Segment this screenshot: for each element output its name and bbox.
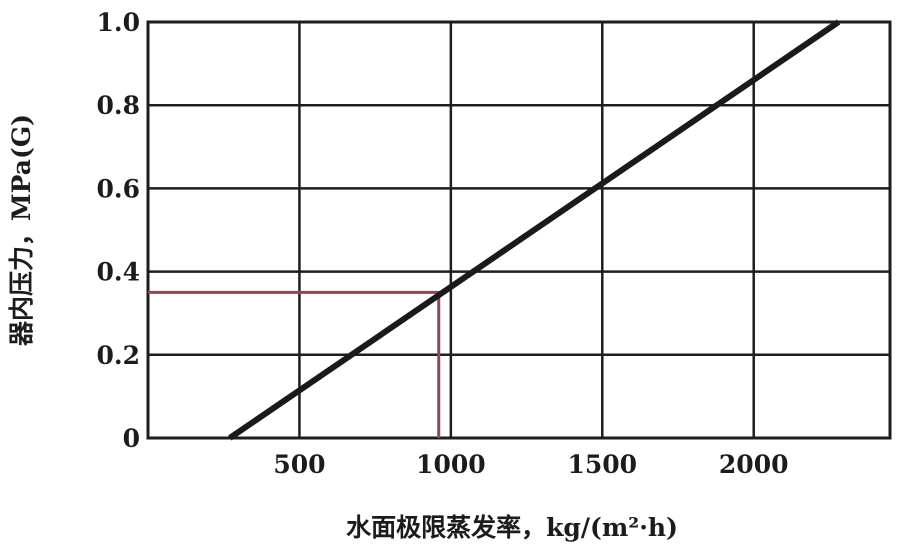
x-axis-title: 水面极限蒸发率，kg/(m²·h): [346, 513, 678, 542]
x-tick-label: 2000: [719, 450, 789, 479]
y-tick-label: 0: [123, 424, 140, 453]
y-axis-title: 器内压力，MPa(G): [7, 114, 36, 347]
series-line: [228, 19, 841, 441]
reference-lines: [148, 290, 441, 438]
x-tick-label: 1000: [416, 450, 486, 479]
x-tick-labels: 500 1000 1500 2000: [273, 450, 788, 479]
y-tick-label: 0.6: [97, 174, 141, 203]
grid: [148, 22, 890, 438]
y-tick-label: 0.2: [97, 341, 141, 370]
y-tick-labels: 0 0.2 0.4 0.6 0.8 1.0: [97, 8, 141, 453]
y-tick-label: 0.4: [97, 258, 141, 287]
y-tick-label: 0.8: [97, 91, 141, 120]
x-tick-label: 1500: [567, 450, 637, 479]
reference-line: [148, 290, 441, 438]
series: [228, 19, 841, 441]
plot-frame: [146, 20, 892, 440]
y-tick-label: 1.0: [97, 8, 141, 37]
x-tick-label: 500: [273, 450, 325, 479]
